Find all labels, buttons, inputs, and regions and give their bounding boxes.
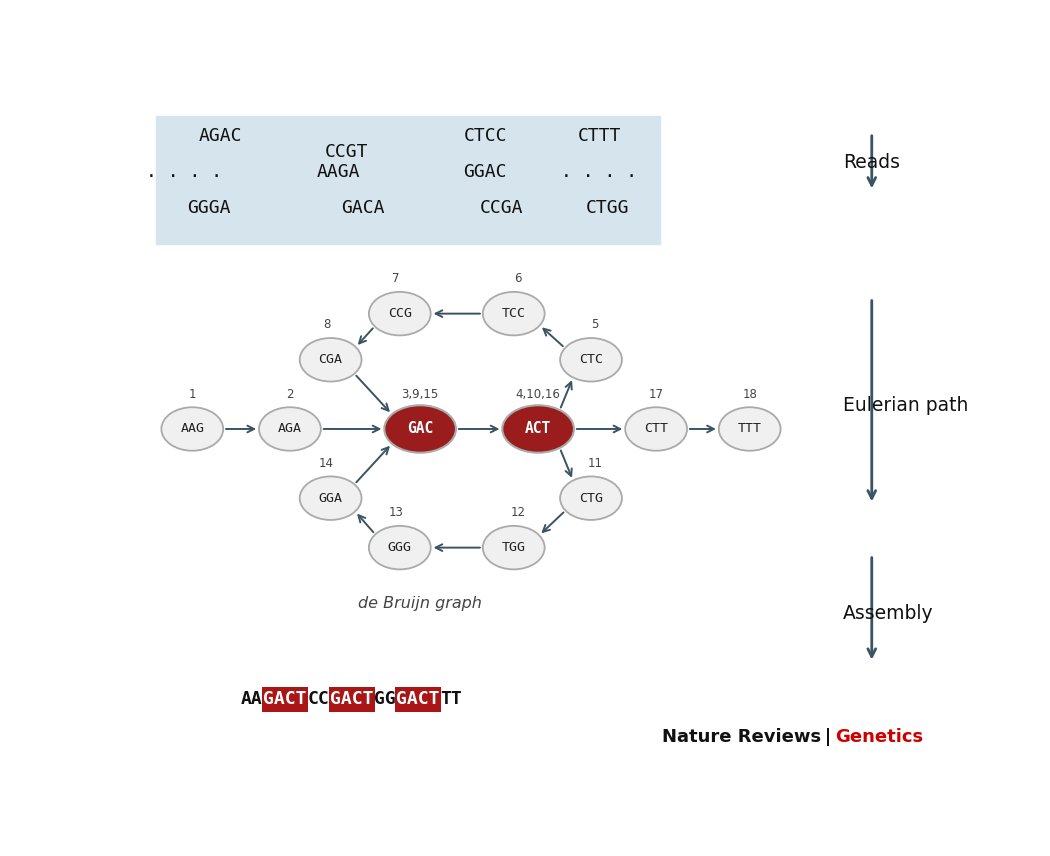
Text: Reads: Reads <box>843 152 900 171</box>
Text: CGA: CGA <box>318 354 342 366</box>
Text: AA: AA <box>242 690 262 708</box>
Text: CTTT: CTTT <box>578 127 621 145</box>
Text: 5: 5 <box>591 318 598 331</box>
Text: 12: 12 <box>510 506 525 520</box>
Text: GGA: GGA <box>318 491 342 505</box>
FancyBboxPatch shape <box>262 687 309 712</box>
FancyBboxPatch shape <box>155 116 660 245</box>
FancyBboxPatch shape <box>329 687 375 712</box>
Text: CC: CC <box>308 690 330 708</box>
Text: 3,9,15: 3,9,15 <box>401 388 439 401</box>
Text: 17: 17 <box>649 388 664 401</box>
Ellipse shape <box>369 292 430 336</box>
Text: CTC: CTC <box>579 354 603 366</box>
Text: TGG: TGG <box>502 541 526 554</box>
Ellipse shape <box>625 407 687 451</box>
Ellipse shape <box>259 407 321 451</box>
Text: CTG: CTG <box>579 491 603 505</box>
Ellipse shape <box>719 407 780 451</box>
Text: 11: 11 <box>588 457 603 470</box>
Text: CCG: CCG <box>387 307 412 320</box>
Text: TT: TT <box>440 690 462 708</box>
Text: CCGT: CCGT <box>326 143 369 161</box>
Ellipse shape <box>502 405 574 453</box>
Text: AGA: AGA <box>278 423 302 436</box>
Text: 8: 8 <box>322 318 331 331</box>
Text: TTT: TTT <box>738 423 761 436</box>
Text: GAC: GAC <box>407 421 434 437</box>
Ellipse shape <box>162 407 224 451</box>
Text: 13: 13 <box>388 506 403 520</box>
Text: GACT: GACT <box>264 690 307 708</box>
Text: CCGA: CCGA <box>480 199 523 217</box>
Text: . . . .: . . . . <box>561 163 637 181</box>
Text: CTCC: CTCC <box>463 127 507 145</box>
Text: 7: 7 <box>392 272 399 285</box>
Ellipse shape <box>483 292 545 336</box>
Text: GGGA: GGGA <box>187 199 230 217</box>
Ellipse shape <box>560 477 622 520</box>
Ellipse shape <box>369 526 430 569</box>
Text: ACT: ACT <box>525 421 551 437</box>
Text: GACT: GACT <box>330 690 373 708</box>
Text: 14: 14 <box>319 457 334 470</box>
Text: 4,10,16: 4,10,16 <box>516 388 561 401</box>
Text: GACA: GACA <box>341 199 385 217</box>
Text: GGAC: GGAC <box>463 163 507 181</box>
Text: . . . .: . . . . <box>146 163 223 181</box>
Ellipse shape <box>560 338 622 382</box>
Text: AAGA: AAGA <box>317 163 360 181</box>
Text: GG: GG <box>374 690 396 708</box>
Text: GGG: GGG <box>387 541 412 554</box>
Text: AGAC: AGAC <box>200 127 243 145</box>
Text: AAG: AAG <box>181 423 205 436</box>
Text: GACT: GACT <box>396 690 440 708</box>
Text: de Bruijn graph: de Bruijn graph <box>358 596 482 611</box>
Text: Assembly: Assembly <box>843 604 933 623</box>
Ellipse shape <box>483 526 545 569</box>
Ellipse shape <box>299 477 361 520</box>
Text: 1: 1 <box>189 388 196 401</box>
Text: TCC: TCC <box>502 307 526 320</box>
Text: Genetics: Genetics <box>835 728 923 746</box>
Text: CTGG: CTGG <box>586 199 629 217</box>
Ellipse shape <box>299 338 361 382</box>
Ellipse shape <box>384 405 456 453</box>
Text: Nature Reviews |: Nature Reviews | <box>663 728 835 746</box>
Text: 18: 18 <box>742 388 757 401</box>
Text: Eulerian path: Eulerian path <box>843 396 969 415</box>
FancyBboxPatch shape <box>395 687 441 712</box>
Text: 6: 6 <box>514 272 522 285</box>
Text: CTT: CTT <box>644 423 668 436</box>
Text: 2: 2 <box>287 388 294 401</box>
